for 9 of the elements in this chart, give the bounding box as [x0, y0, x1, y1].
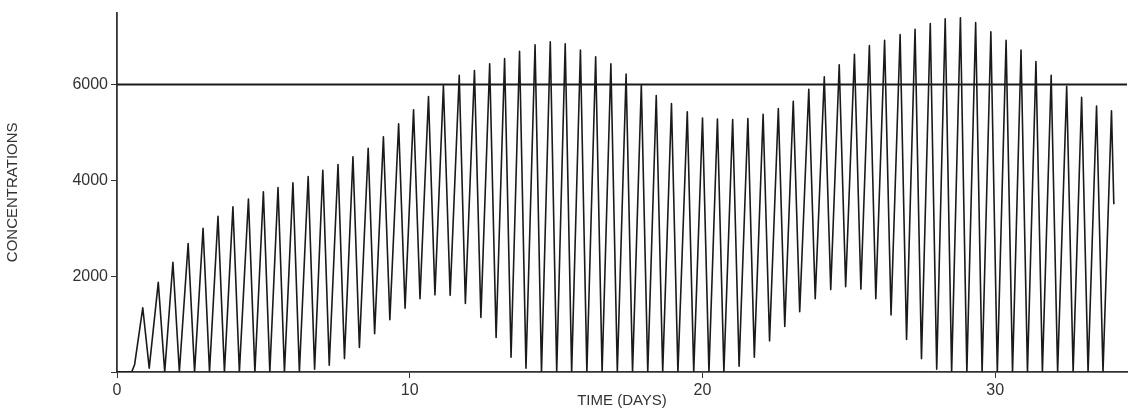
x-tick-label: 20 — [693, 381, 712, 399]
x-tick-label: 0 — [112, 381, 122, 399]
x-tick-label: 30 — [986, 381, 1005, 399]
x-axis-title: TIME (DAYS) — [577, 391, 667, 409]
x-tick-label: 10 — [400, 381, 419, 399]
y-tick-label: 2000 — [72, 266, 109, 284]
y-tick-label: 4000 — [72, 170, 109, 188]
y-tick-label: 6000 — [72, 74, 109, 92]
y-axis-title: CONCENTRATIONS — [3, 122, 21, 263]
